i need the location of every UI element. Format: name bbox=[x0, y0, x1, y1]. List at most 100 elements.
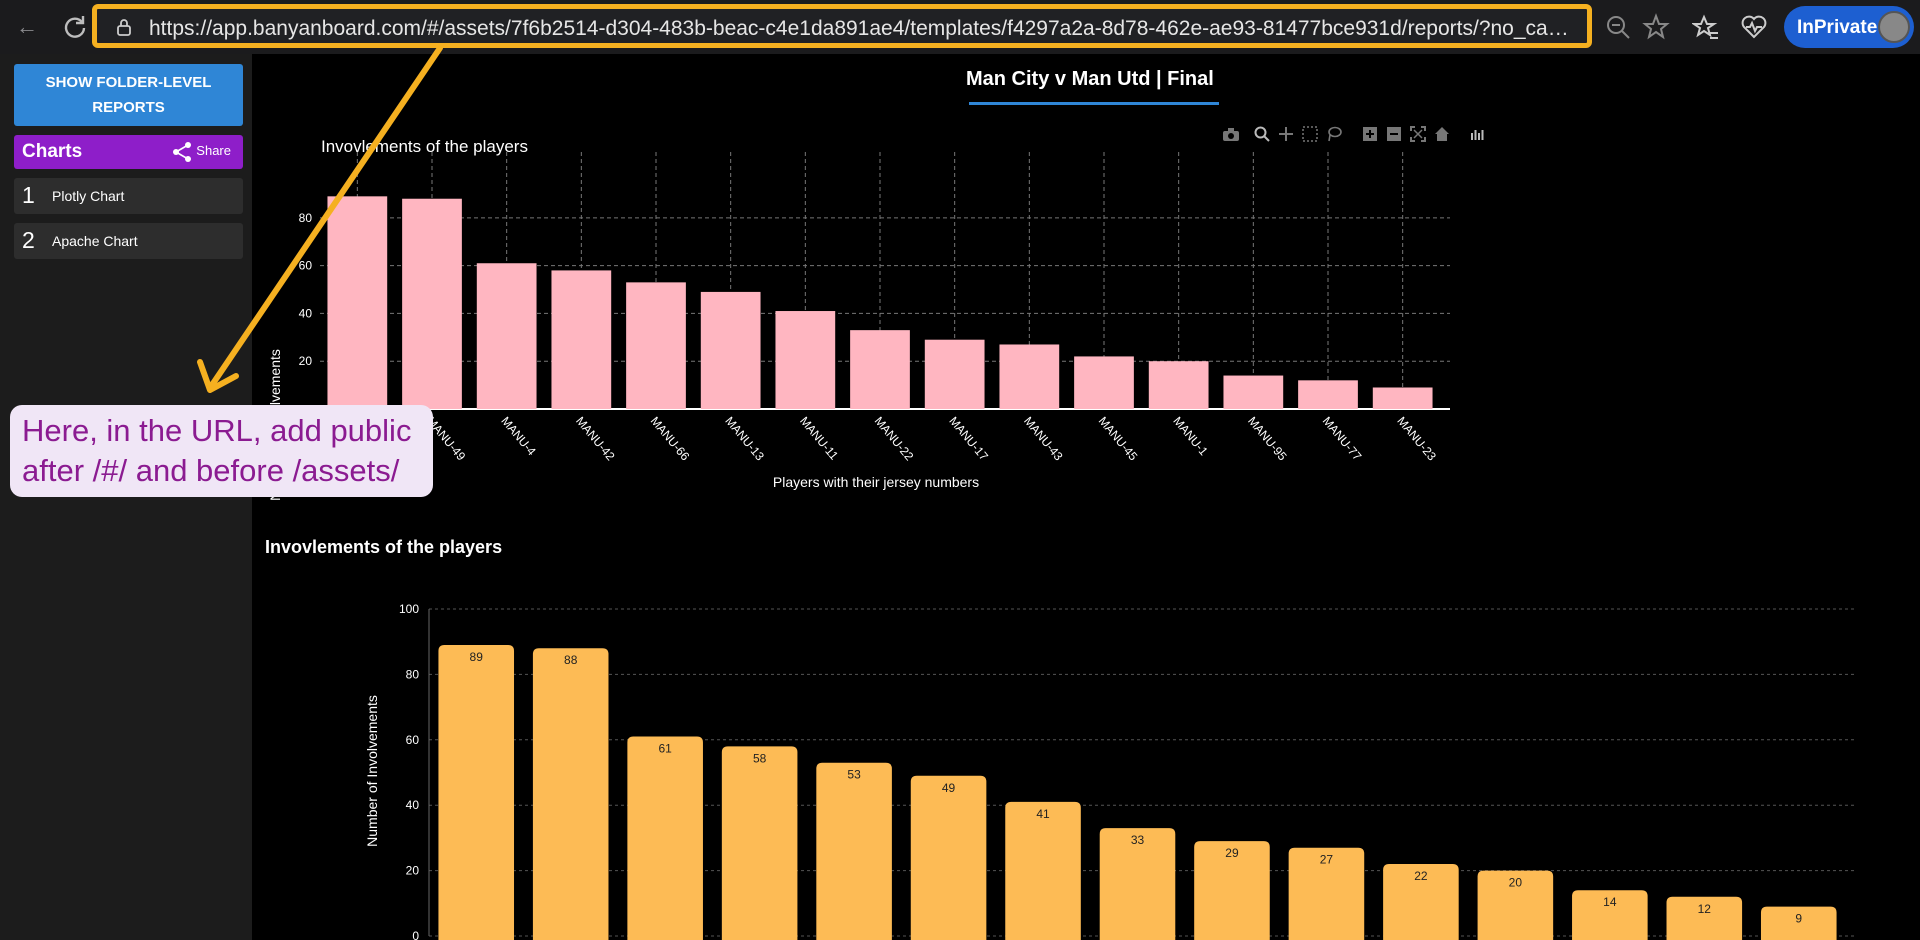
bar[interactable] bbox=[438, 644, 515, 940]
x-tick-label: MANU-77 bbox=[1320, 414, 1365, 464]
plotly-logo-icon[interactable] bbox=[1470, 127, 1484, 141]
bar[interactable] bbox=[1099, 828, 1176, 940]
show-folder-reports-button[interactable]: SHOW FOLDER-LEVEL REPORTS bbox=[14, 64, 243, 126]
lock-icon bbox=[117, 19, 131, 36]
x-tick-label: MANU-95 bbox=[1245, 414, 1290, 464]
bar-MANU-45[interactable] bbox=[1074, 356, 1134, 409]
y-tick-label: 20 bbox=[406, 864, 420, 878]
x-tick-label: MANU-23 bbox=[1394, 414, 1439, 464]
zoom-in-icon[interactable] bbox=[1362, 126, 1378, 142]
x-tick-label: MANU-17 bbox=[946, 414, 991, 464]
active-tab-underline bbox=[969, 102, 1219, 105]
bar-MANU-66[interactable] bbox=[626, 282, 686, 409]
x-tick-label: MANU-43 bbox=[1021, 414, 1066, 464]
inprivate-badge[interactable]: InPrivate bbox=[1784, 6, 1914, 48]
x-tick-label: MANU-66 bbox=[648, 414, 693, 464]
x-axis-label: Players with their jersey numbers bbox=[773, 474, 979, 490]
y-tick-label: 60 bbox=[406, 733, 420, 747]
bar[interactable] bbox=[1383, 864, 1459, 940]
annotation-line-2: after /#/ and before /assets/ bbox=[22, 453, 400, 488]
y-tick-label: 40 bbox=[406, 798, 420, 812]
share-icon[interactable] bbox=[171, 141, 193, 163]
bar[interactable] bbox=[816, 762, 892, 940]
bar-MANU-22[interactable] bbox=[850, 330, 910, 409]
sidebar-item-plotly-chart[interactable]: 1 Plotly Chart bbox=[14, 178, 243, 214]
page-title: Man City v Man Utd | Final bbox=[966, 68, 1214, 90]
sidebar-item-apache-chart[interactable]: 2 Apache Chart bbox=[14, 223, 243, 259]
autoscale-icon[interactable] bbox=[1410, 126, 1426, 142]
bar-MANU-23[interactable] bbox=[1372, 387, 1433, 409]
y-tick-label: 40 bbox=[299, 306, 313, 320]
address-bar[interactable]: https://app.banyanboard.com/#/assets/7f6… bbox=[92, 4, 1592, 48]
bar[interactable] bbox=[1572, 890, 1648, 940]
charts-header: Charts Share bbox=[14, 135, 243, 169]
bar[interactable] bbox=[1194, 841, 1270, 940]
zoom-icon[interactable] bbox=[1604, 13, 1632, 41]
bar-value-label: 49 bbox=[942, 781, 956, 795]
sidebar-item-label: Apache Chart bbox=[52, 233, 138, 249]
reset-axes-home-icon[interactable] bbox=[1434, 126, 1450, 142]
back-arrow-icon[interactable]: ← bbox=[16, 14, 38, 39]
annotation-callout: Here, in the URL, add public after /#/ a… bbox=[10, 405, 433, 497]
y-tick-label: 80 bbox=[406, 667, 420, 681]
bar-MANU-4[interactable] bbox=[476, 263, 537, 409]
apache-chart-title: Invovlements of the players bbox=[265, 537, 503, 557]
box-select-icon[interactable] bbox=[1302, 126, 1318, 142]
bar-value-label: 33 bbox=[1131, 833, 1145, 847]
bar-value-label: 41 bbox=[1036, 807, 1050, 821]
favorites-list-icon[interactable] bbox=[1692, 13, 1720, 41]
y-tick-label: 100 bbox=[399, 602, 419, 616]
zoom-icon[interactable] bbox=[1254, 126, 1270, 142]
x-tick-label: MANU-1 bbox=[1170, 414, 1211, 458]
share-button[interactable]: Share bbox=[196, 143, 231, 158]
bar[interactable] bbox=[910, 775, 987, 940]
bar[interactable] bbox=[1005, 801, 1081, 940]
bar-MANU-9[interactable] bbox=[327, 196, 388, 409]
bar-value-label: 14 bbox=[1603, 895, 1617, 909]
x-tick-label: MANU-42 bbox=[573, 414, 618, 464]
bar[interactable] bbox=[1288, 847, 1365, 940]
bar-MANU-95[interactable] bbox=[1223, 375, 1284, 409]
bar[interactable] bbox=[627, 736, 703, 940]
bar-value-label: 27 bbox=[1320, 853, 1334, 867]
bar[interactable] bbox=[1666, 896, 1743, 940]
url-text[interactable]: https://app.banyanboard.com/#/assets/7f6… bbox=[149, 17, 1574, 40]
camera-icon[interactable] bbox=[1222, 128, 1240, 142]
bar-MANU-43[interactable] bbox=[999, 344, 1060, 409]
x-tick-label: MANU-4 bbox=[498, 414, 539, 458]
apache-bar-chart: 0 20 40 60 80 100 89 88 61 58 53 49 41 33 29 27 22 20 14 1… bbox=[364, 602, 1856, 940]
favorite-star-icon[interactable] bbox=[1642, 13, 1670, 41]
browser-toolbar: ← https://app.banyanboard.com/#/assets/7… bbox=[0, 0, 1920, 54]
bar-value-label: 12 bbox=[1698, 902, 1712, 916]
sidebar-item-number: 2 bbox=[22, 227, 35, 253]
bar-MANU-49[interactable] bbox=[402, 198, 462, 409]
y-axis-label: Number of Involvements bbox=[364, 695, 380, 847]
bar-value-label: 22 bbox=[1414, 869, 1428, 883]
bar-MANU-42[interactable] bbox=[551, 270, 612, 409]
bar-value-label: 53 bbox=[847, 768, 861, 782]
chart-title: Invovlements of the players bbox=[321, 137, 528, 156]
zoom-out-icon[interactable] bbox=[1386, 126, 1402, 142]
bar-value-label: 9 bbox=[1795, 912, 1802, 926]
bar[interactable] bbox=[1760, 906, 1837, 940]
x-tick-label: MANU-11 bbox=[797, 414, 841, 463]
bar-MANU-1[interactable] bbox=[1148, 361, 1209, 409]
y-tick-label: 80 bbox=[299, 211, 313, 225]
health-heart-icon[interactable] bbox=[1740, 13, 1768, 41]
y-tick-label: 0 bbox=[412, 929, 419, 940]
bar-MANU-11[interactable] bbox=[775, 311, 836, 409]
bar-value-label: 29 bbox=[1225, 846, 1239, 860]
y-tick-label: 20 bbox=[299, 354, 313, 368]
pan-icon[interactable] bbox=[1278, 126, 1294, 142]
reload-icon[interactable] bbox=[60, 12, 90, 42]
bar[interactable] bbox=[532, 648, 609, 940]
bar-value-label: 61 bbox=[658, 742, 672, 756]
bar-MANU-77[interactable] bbox=[1298, 380, 1358, 409]
bar-MANU-17[interactable] bbox=[924, 339, 985, 409]
x-tick-label: MANU-45 bbox=[1096, 414, 1141, 464]
lasso-select-icon[interactable] bbox=[1326, 126, 1342, 142]
bar[interactable] bbox=[721, 746, 798, 940]
bar[interactable] bbox=[1477, 870, 1554, 940]
bar-MANU-13[interactable] bbox=[700, 291, 761, 409]
